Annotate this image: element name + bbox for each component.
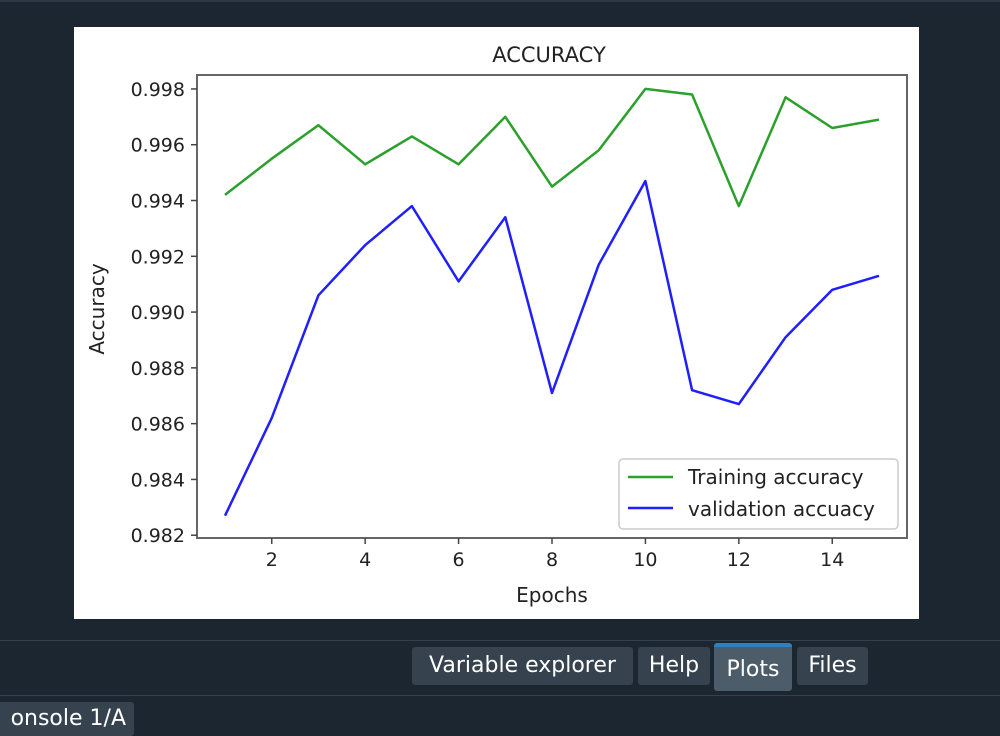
y-tick-label: 0.992 xyxy=(131,246,185,268)
tab-variable-explorer[interactable]: Variable explorer xyxy=(412,647,633,685)
tab-files[interactable]: Files xyxy=(797,647,868,685)
x-tick-label: 10 xyxy=(633,549,657,571)
series-lines xyxy=(223,87,880,517)
legend-label-validation: validation accuacy xyxy=(688,497,875,521)
accuracy-chart: ACCURACY 0.9820.9840.9860.9880.9900.9920… xyxy=(85,43,908,607)
x-axis-label: Epochs xyxy=(516,583,588,607)
legend-label-training: Training accuracy xyxy=(687,465,864,489)
console-tab-bar: onsole 1/A xyxy=(0,696,1000,736)
x-tick-label: 8 xyxy=(546,549,558,571)
plots-pane: ACCURACY 0.982 0.984 0.986 0.988 0.990 0.992 0… xyxy=(0,2,1000,640)
x-tick-label: 2 xyxy=(266,549,278,571)
tab-console[interactable]: onsole 1/A xyxy=(0,702,134,736)
x-tick-label: 6 xyxy=(453,549,465,571)
y-tick-label: 0.994 xyxy=(131,191,185,213)
y-tick-label: 0.986 xyxy=(131,414,185,436)
console-divider xyxy=(0,695,1000,696)
legend-box xyxy=(618,458,899,530)
legend: Training accuracy validation accuacy xyxy=(618,458,899,530)
y-tick-label: 0.988 xyxy=(131,358,185,380)
validation-accuracy-line xyxy=(223,179,880,517)
y-axis-ticks: 0.982 0.984 0.986 0.988 0.990 0.992 0.994 0.996… xyxy=(131,79,197,547)
chart-title: ACCURACY xyxy=(492,43,606,67)
y-axis-label: Accuracy xyxy=(85,263,109,354)
y-tick-label: 0.998 xyxy=(131,79,185,101)
y-tick-label: 0.982 xyxy=(131,525,185,547)
y-tick-label: 0.984 xyxy=(131,469,185,491)
x-tick-label: 4 xyxy=(359,549,371,571)
tab-help[interactable]: Help xyxy=(638,647,710,685)
y-tick-label: 0.990 xyxy=(131,302,185,324)
pane-divider xyxy=(0,640,1000,641)
x-tick-label: 12 xyxy=(727,549,751,571)
x-axis-ticks: 2 4 6 8 10 12 14 xyxy=(266,538,844,571)
pane-tab-bar: Variable explorer Help Plots Files xyxy=(0,641,1000,695)
top-border xyxy=(0,0,1000,2)
x-tick-label: 14 xyxy=(820,549,844,571)
training-accuracy-line xyxy=(224,87,880,208)
y-tick-label: 0.996 xyxy=(131,135,185,157)
plot-figure[interactable]: ACCURACY 0.982 0.984 0.986 0.988 0.990 0.992 0… xyxy=(74,27,919,619)
tab-plots[interactable]: Plots xyxy=(714,643,792,691)
